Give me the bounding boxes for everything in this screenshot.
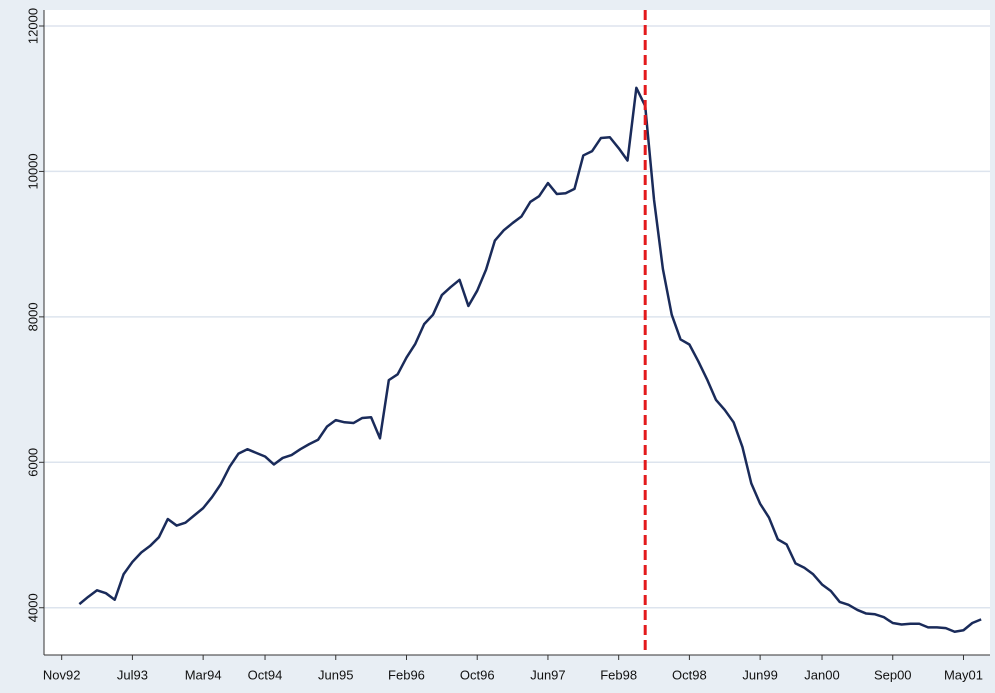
x-tick-label: Jun95 [318,667,353,682]
x-tick-label: Jun97 [530,667,565,682]
x-tick-label: Jun99 [742,667,777,682]
x-tick-label: Feb96 [388,667,425,682]
x-tick-label: Feb98 [600,667,637,682]
y-tick-label: 12000 [25,8,40,44]
x-tick-label: Jan00 [804,667,839,682]
y-tick-label: 8000 [25,302,40,331]
series-line [78,86,982,633]
x-tick-label: Oct98 [672,667,707,682]
plot-area [44,10,990,655]
y-tick-label: 6000 [25,448,40,477]
y-tick-label: 10000 [25,153,40,189]
x-tick-label: Sep00 [874,667,912,682]
x-tick-label: Nov92 [43,667,81,682]
x-tick-label: Oct94 [248,667,283,682]
x-tick-label: May01 [944,667,983,682]
x-tick-label: Jul93 [117,667,148,682]
x-tick-label: Oct96 [460,667,495,682]
y-tick-label: 4000 [25,593,40,622]
x-tick-label: Mar94 [185,667,222,682]
